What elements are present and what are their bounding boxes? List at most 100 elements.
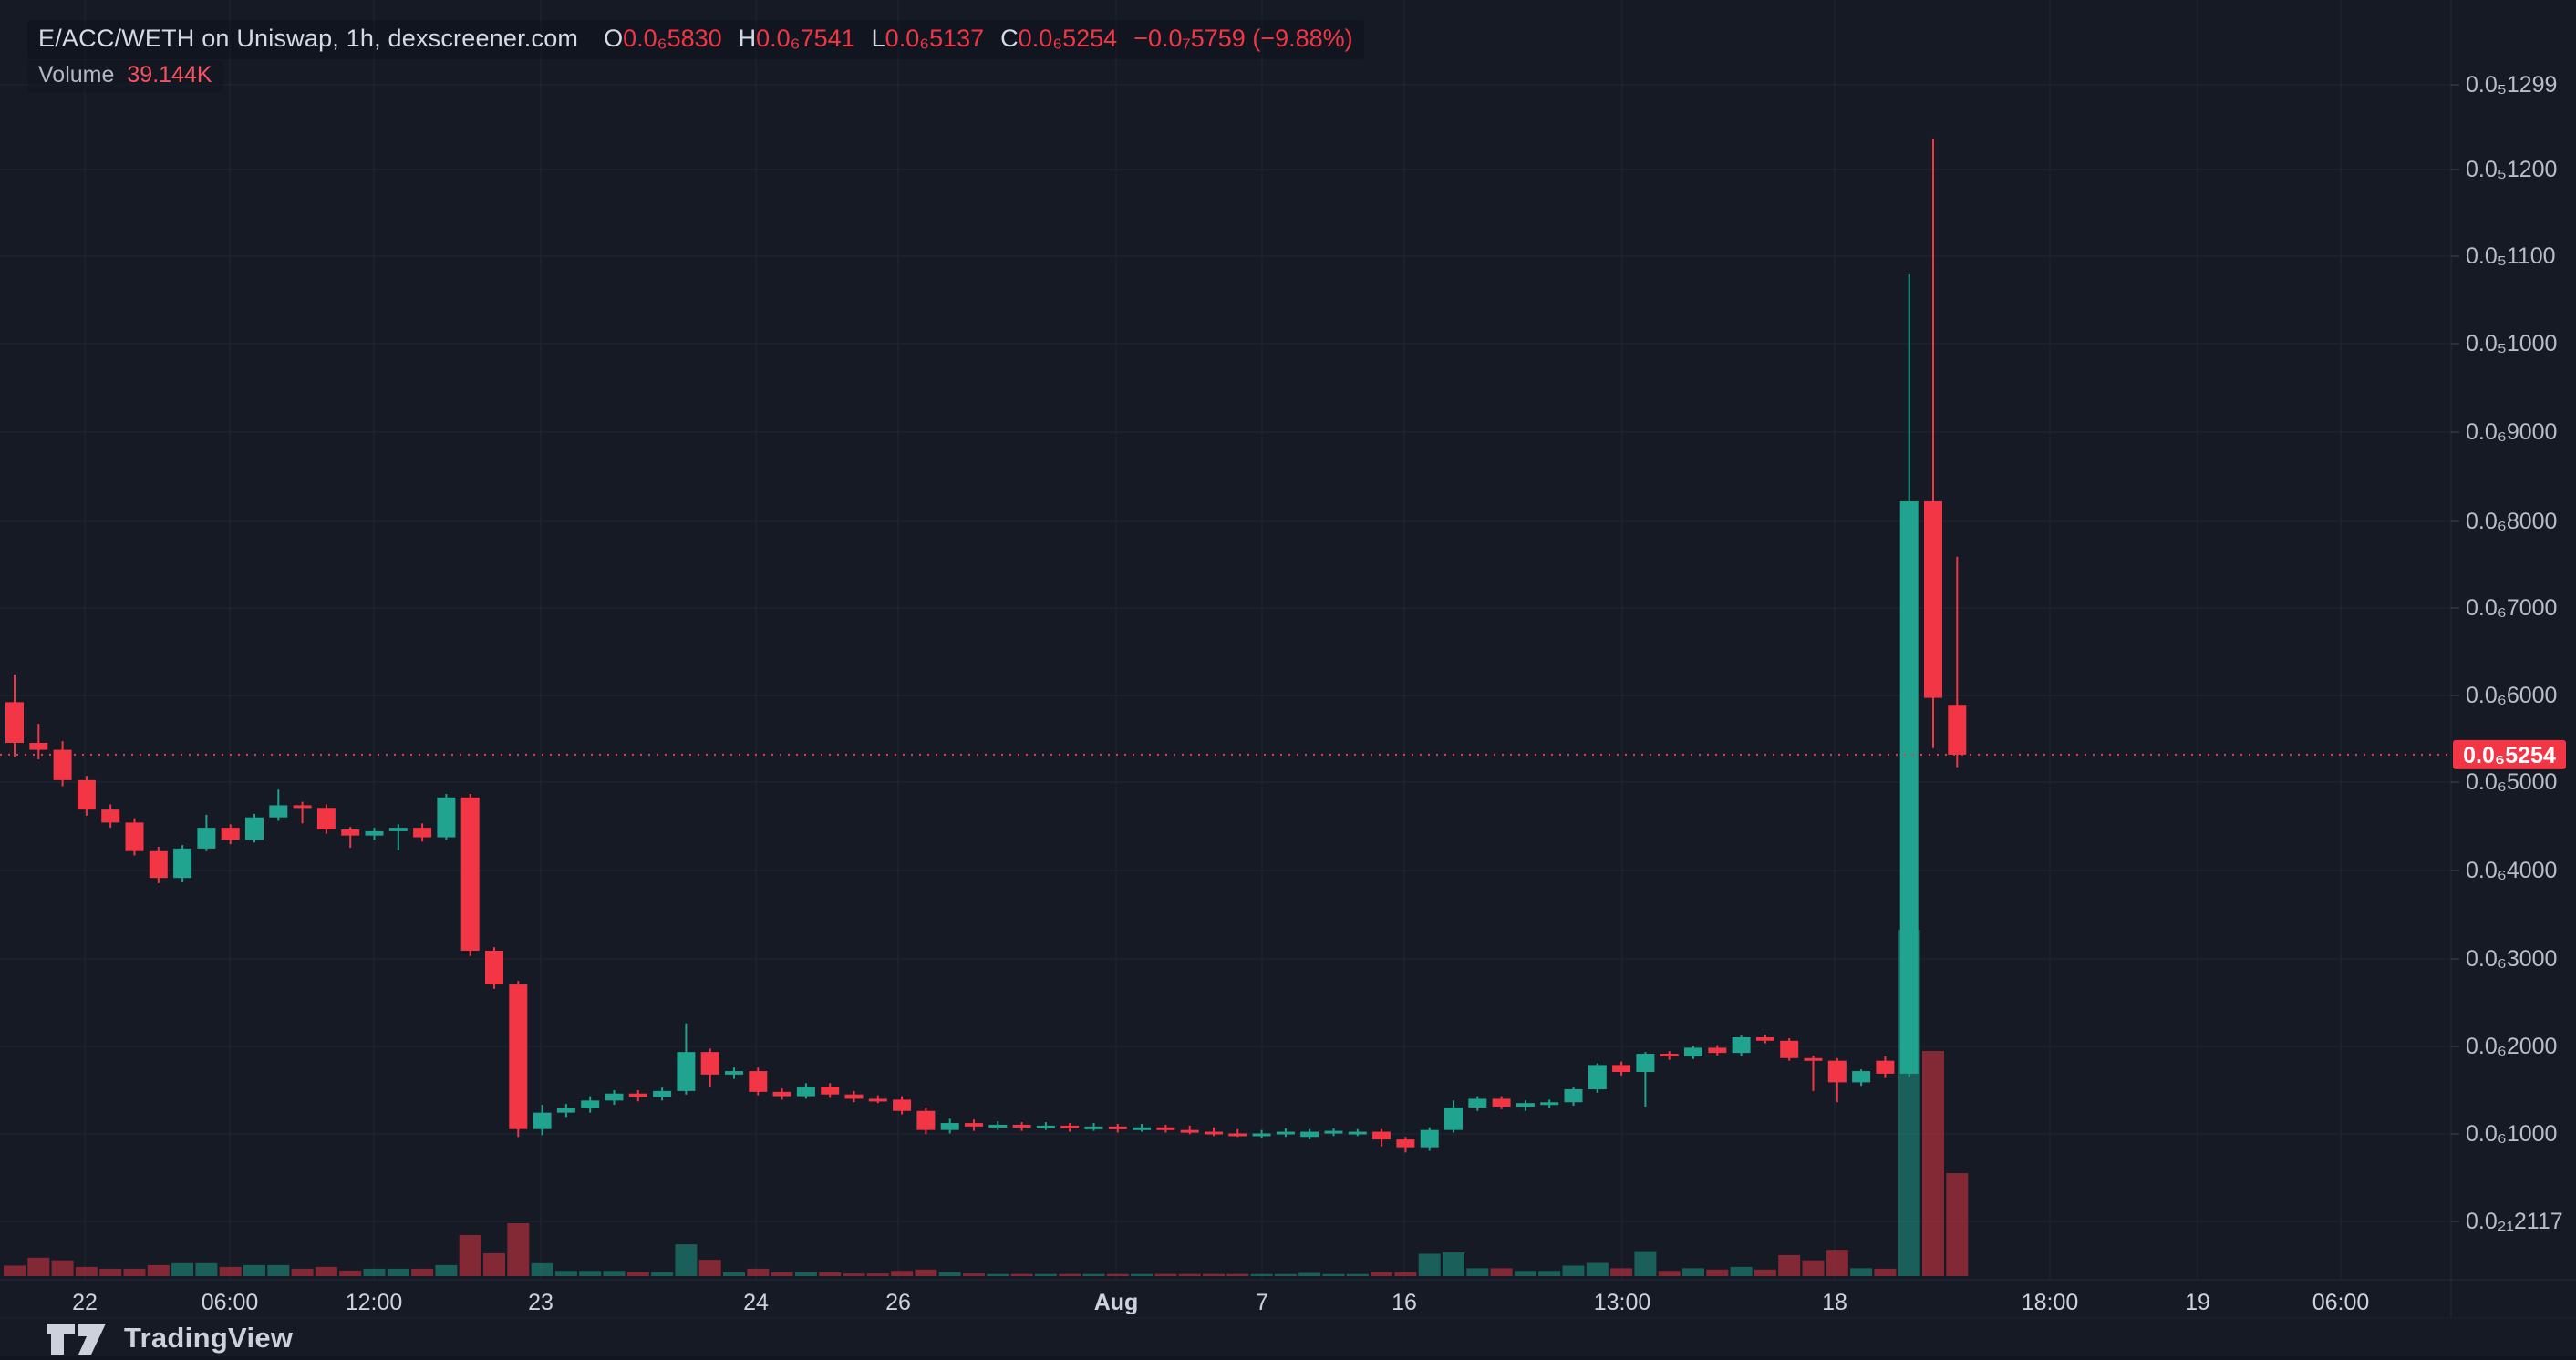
candle-body [1564,1089,1583,1103]
candle-body [940,1123,959,1130]
volume-bar [1514,1271,1536,1276]
time-axis-label: 24 [743,1290,769,1315]
candle-body [653,1090,672,1097]
candle-body [1708,1047,1727,1054]
last-price-badge-text: 0.0₆5254 [2463,743,2556,768]
volume-bar [195,1262,218,1276]
ohlc-open: O0.0₆5830 [604,25,722,53]
volume-bar [1922,1050,1944,1276]
candle-body [5,702,24,743]
candle-body [101,809,120,823]
volume-bar [1778,1254,1801,1276]
volume-bar [1946,1173,1969,1276]
price-axis-label: 0.0₆2000 [2466,1034,2557,1059]
price-axis-label: 0.0₅1200 [2466,157,2557,182]
candle-body [460,797,480,951]
volume-bar [963,1273,985,1276]
time-axis-label: 22 [72,1290,98,1315]
candle-body [628,1093,647,1097]
attribution-bar: TradingView [46,1316,293,1360]
high-value: 0.0₆7541 [756,25,855,52]
volume-bar [1226,1273,1249,1276]
volume-bar [1562,1265,1585,1276]
tradingview-logo-text[interactable]: TradingView [124,1322,294,1354]
volume-bar [1682,1268,1704,1276]
price-axis-label: 0.0₅1299 [2466,72,2557,98]
close-label: C [1000,25,1019,52]
volume-bar [1418,1253,1441,1276]
volume-bar [1826,1250,1848,1276]
candle-body [1468,1098,1487,1108]
price-axis-label: 0.0₆3000 [2466,946,2557,972]
volume-bar [1586,1262,1609,1276]
volume-bar [1802,1260,1825,1276]
tradingview-logo-icon[interactable] [46,1316,111,1360]
time-axis-label: 12:00 [346,1290,403,1315]
volume-bar [1610,1268,1633,1276]
candle-body [749,1071,768,1092]
price-axis-label: 0.0₅1000 [2466,331,2557,356]
candle-body [1180,1129,1199,1133]
volume-value: 39.144K [127,62,212,88]
candle-body [341,829,360,836]
candle-body [772,1091,791,1097]
volume-bar [603,1271,626,1276]
price-axis-label: 0.0₆7000 [2466,595,2557,621]
candle-body [581,1100,600,1108]
volume-bar [1538,1271,1561,1276]
volume-bar [123,1268,146,1276]
candle-body [1300,1131,1319,1138]
time-axis-label: 18:00 [2022,1290,2079,1315]
candle-body [1684,1047,1702,1056]
low-label: L [871,25,885,52]
candle-body [29,743,48,750]
volume-bar [1010,1273,1033,1276]
volume-bar [1131,1273,1154,1276]
candle-body [868,1098,887,1102]
volume-bar [1322,1273,1345,1276]
candle-body [221,828,240,840]
last-price-badge [2453,739,2566,769]
volume-bar [843,1273,865,1276]
time-axis-label: 13:00 [1594,1290,1651,1315]
volume-bar [483,1252,505,1276]
volume-bar [651,1272,674,1276]
time-axis-label: 7 [1256,1290,1268,1315]
candle-body [1348,1131,1367,1135]
candle-body [316,808,336,829]
time-axis-label: 06:00 [2312,1290,2370,1315]
candle-body [1133,1127,1152,1130]
chart-pane[interactable] [0,0,2451,1280]
volume-bar [411,1268,434,1276]
volume-bar [1634,1251,1657,1276]
volume-label[interactable]: Volume [38,62,115,88]
candle-body [1108,1126,1127,1129]
time-axis-label: Aug [1094,1290,1139,1315]
candle-body [269,805,288,818]
volume-bar [435,1264,458,1276]
candle-body [1205,1131,1223,1135]
candle-body [556,1108,575,1113]
candle-body [1852,1071,1871,1083]
candle-body [1899,500,1919,1074]
candle-body [1036,1125,1055,1128]
candle-body [965,1123,983,1127]
open-label: O [604,25,624,52]
symbol-title[interactable]: E/ACC/WETH on Uniswap, 1h, dexscreener.c… [38,25,579,52]
volume-bar [1490,1268,1513,1276]
volume-bar [171,1262,194,1276]
high-label: H [738,25,757,52]
candle-body [1276,1131,1295,1135]
open-value: 0.0₆5830 [623,25,722,52]
volume-bar [915,1269,937,1276]
candle-body [916,1110,936,1130]
volume-bar [1034,1273,1057,1276]
candle-body [1420,1129,1439,1148]
candle-body [509,984,528,1129]
volume-bar [1250,1273,1273,1276]
candle-body [1444,1107,1463,1130]
volume-bar [723,1272,745,1276]
candle-body [149,850,168,879]
low-value: 0.0₆5137 [885,25,985,52]
